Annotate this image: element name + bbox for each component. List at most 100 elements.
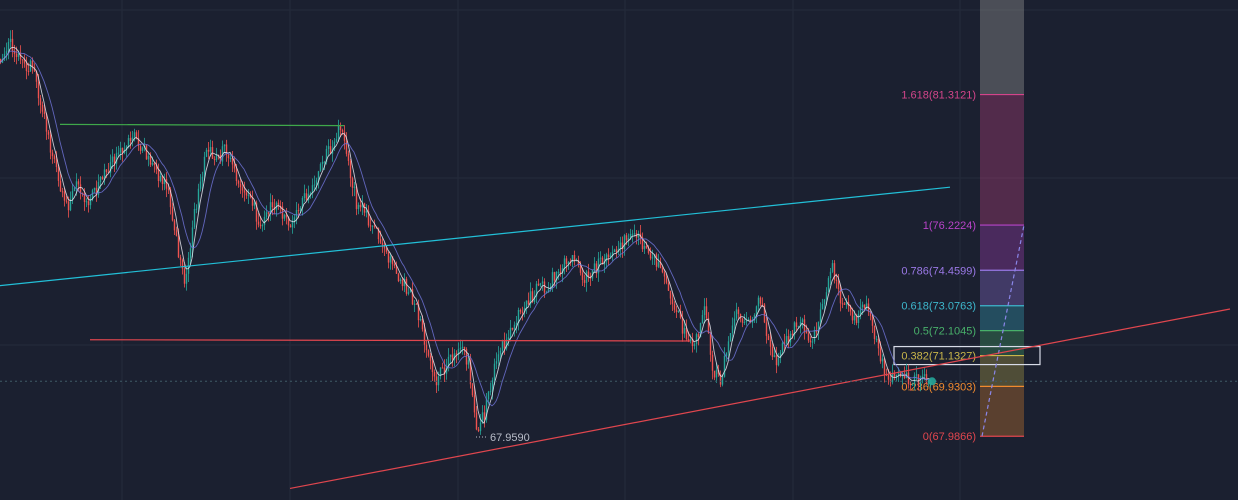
candle-body <box>249 194 252 198</box>
candle-body <box>737 309 740 314</box>
candle-body <box>685 327 688 340</box>
candle-body <box>199 181 202 189</box>
candle-body <box>285 214 288 218</box>
candle-body <box>423 329 426 345</box>
candle-body <box>371 225 374 227</box>
candle-body <box>31 60 34 67</box>
candle-body <box>67 201 70 211</box>
fib-level-label: 0.5(72.1045) <box>914 326 976 338</box>
candle-body <box>655 254 658 267</box>
candle-body <box>759 297 762 304</box>
candle-body <box>111 156 114 162</box>
candle-body <box>703 306 706 315</box>
support-horizontal-line[interactable] <box>89 339 691 342</box>
candle-body <box>45 114 48 132</box>
candle-body <box>417 304 420 321</box>
candle-body <box>329 146 332 154</box>
candle-body <box>3 53 6 59</box>
candle-body <box>651 257 654 259</box>
candle-body <box>461 346 464 348</box>
fib-retracement[interactable]: 1.618(81.3121) 1(76.2224) 0.786(74.4599) 0.… <box>893 0 1041 443</box>
candle-body <box>783 342 786 344</box>
fib-zone <box>980 94 1024 226</box>
candle-body <box>559 271 562 274</box>
candle-body <box>27 71 30 73</box>
candle-body <box>5 51 8 54</box>
candle-body <box>873 325 876 339</box>
candle-body <box>833 263 836 280</box>
candle-body <box>365 210 368 213</box>
candle-body <box>141 147 144 151</box>
candle-body <box>209 147 212 152</box>
candle-body <box>169 189 172 208</box>
candle-body <box>557 271 560 273</box>
candle-body <box>495 361 498 364</box>
candle-body <box>419 318 422 321</box>
candle-body <box>829 271 832 279</box>
candle-body <box>439 367 442 377</box>
candle-body <box>619 242 622 249</box>
candle-body <box>43 111 46 115</box>
candle-body <box>305 193 308 201</box>
candle-body <box>433 372 436 377</box>
candle-body <box>385 248 388 252</box>
candle-body <box>135 132 138 139</box>
candle-body <box>165 179 168 189</box>
candle-body <box>689 339 692 341</box>
candle-body <box>355 186 358 210</box>
candle-body <box>921 375 924 380</box>
candle-body <box>147 156 150 160</box>
candle-body <box>437 376 440 386</box>
candle-body <box>575 260 578 262</box>
fib-level-label: 1.618(81.3121) <box>901 90 976 102</box>
candle-body <box>815 330 818 333</box>
candle-body <box>825 292 828 300</box>
candle-body <box>237 181 240 184</box>
channel-upper-line[interactable] <box>0 186 951 290</box>
candle-body <box>481 412 484 423</box>
candle-body <box>567 261 570 265</box>
candle-body <box>693 344 696 347</box>
candle-body <box>367 210 370 226</box>
candle-body <box>835 279 838 282</box>
candle-body <box>177 235 180 258</box>
candle-body <box>483 412 486 420</box>
candle-body <box>193 209 196 228</box>
candle-body <box>767 335 770 341</box>
candle-body <box>291 221 294 228</box>
candle-body <box>323 161 326 163</box>
candle-body <box>547 289 550 293</box>
fib-anchor-line <box>981 224 1025 437</box>
candle-body <box>89 198 92 206</box>
candle-body <box>37 81 40 99</box>
candle-body <box>699 323 702 338</box>
candle-body <box>883 358 886 375</box>
candle-body <box>503 340 506 349</box>
candle-body <box>473 395 476 413</box>
candle-body <box>729 333 732 342</box>
fib-zone <box>980 330 1024 356</box>
candle-body <box>337 126 340 140</box>
candle-body <box>593 263 596 271</box>
trendlines[interactable] <box>0 123 1231 490</box>
candle-body <box>805 331 808 334</box>
candle-body <box>919 379 922 387</box>
candle-body <box>915 374 918 376</box>
fib-level-label: 1(76.2224) <box>923 220 976 232</box>
candle-body <box>361 203 364 208</box>
candle-body <box>611 252 614 256</box>
candle-body <box>299 207 302 211</box>
candle-body <box>413 303 416 305</box>
candle-body <box>259 224 262 227</box>
candle-body <box>387 251 390 263</box>
candle-body <box>173 220 176 231</box>
candle-body <box>723 355 726 377</box>
fib-level-label: 0.618(73.0763) <box>901 301 976 313</box>
candle-body <box>353 186 356 188</box>
candle-body <box>731 325 734 334</box>
resistance-horizontal-line[interactable] <box>59 123 345 127</box>
channel-lower-line[interactable] <box>289 308 1231 490</box>
